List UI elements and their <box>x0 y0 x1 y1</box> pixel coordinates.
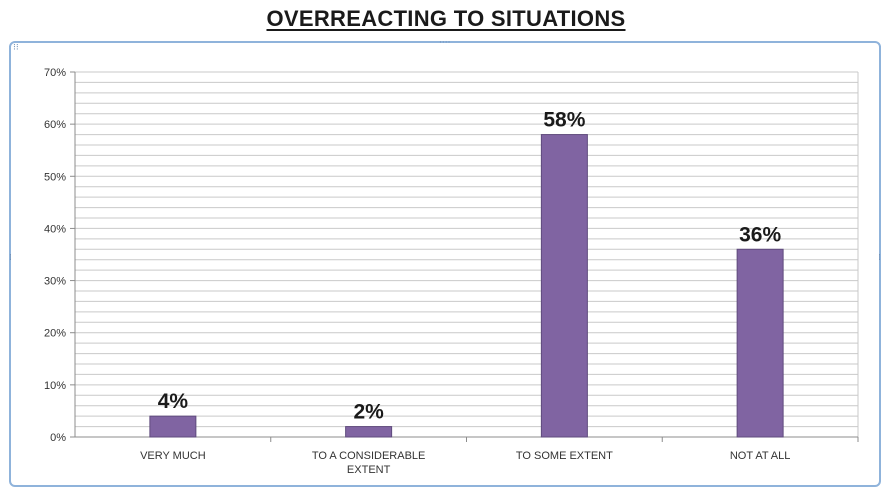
bar <box>345 426 393 438</box>
y-axis-ticks: 0% 10% 20% 30% 40% 50% 60% 70% <box>44 67 75 444</box>
y-tick-label: 60% <box>44 119 66 131</box>
x-axis-categories: VERY MUCH TO A CONSIDERABLE EXTENT TO SOME … <box>140 450 790 476</box>
y-tick-label: 50% <box>44 171 66 183</box>
x-category-label: TO SOME EXTENT <box>516 450 613 462</box>
resize-handle-left[interactable]: ⁞ <box>9 253 12 263</box>
gridlines <box>75 71 859 437</box>
y-tick-label: 10% <box>44 380 66 392</box>
chart-title: OVERREACTING TO SITUATIONS <box>266 6 626 31</box>
y-tick-label: 0% <box>50 432 66 444</box>
x-category-label: VERY MUCH <box>140 450 206 462</box>
bars <box>149 134 784 438</box>
x-category-label: TO A CONSIDERABLE EXTENT <box>312 450 426 476</box>
resize-handle-right[interactable]: ⁞ <box>878 253 881 263</box>
data-label: 58% <box>543 109 585 132</box>
bar <box>540 134 588 438</box>
y-tick-label: 30% <box>44 276 66 288</box>
data-label: 2% <box>353 401 384 424</box>
y-tick-label: 70% <box>44 67 66 79</box>
x-category-label: NOT AT ALL <box>730 450 791 462</box>
y-tick-label: 40% <box>44 223 66 235</box>
axes <box>74 72 859 442</box>
resize-handle-top-left[interactable]: ⁝⁝ <box>13 43 19 53</box>
plot-area <box>75 72 858 437</box>
y-tick-label: 20% <box>44 328 66 340</box>
data-label: 36% <box>739 223 781 246</box>
data-label: 4% <box>158 390 189 413</box>
bar <box>736 248 784 438</box>
resize-handle-top[interactable]: ···· <box>439 38 451 48</box>
data-labels: 4% 2% 58% 36% <box>158 109 782 424</box>
bar <box>149 415 197 438</box>
